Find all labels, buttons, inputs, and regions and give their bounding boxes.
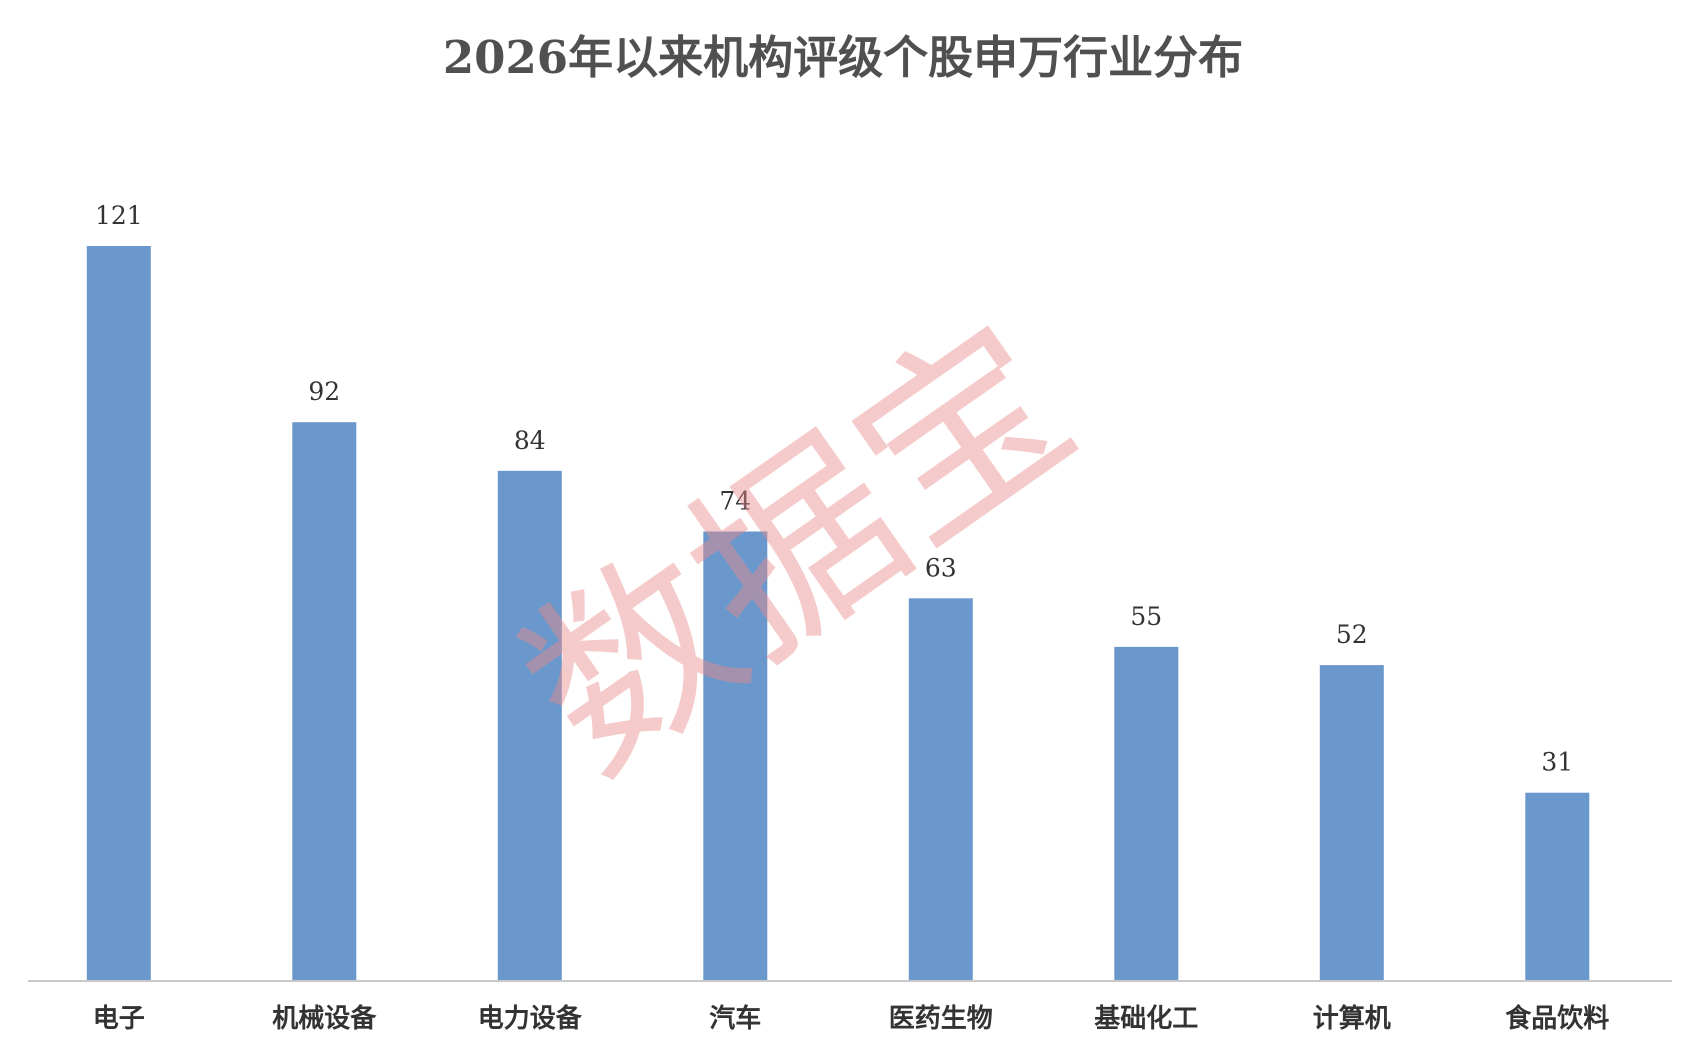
watermark: 数据宝 [486, 281, 1111, 816]
data-label-1: 121 [95, 201, 143, 230]
data-label-6: 55 [1130, 602, 1162, 631]
bars-layer [86, 246, 1590, 981]
bar-5 [908, 598, 973, 981]
data-label-8: 31 [1541, 748, 1573, 777]
category-label-7: 计算机 [1313, 1003, 1391, 1034]
bar-7 [1319, 665, 1384, 981]
category-label-4: 汽车 [709, 1003, 761, 1034]
bar-4 [703, 531, 768, 981]
chart-title: 2026年以来机构评级个股申万行业分布 [443, 31, 1243, 84]
category-label-2: 机械设备 [272, 1004, 377, 1034]
bar-2 [292, 422, 357, 981]
data-label-3: 84 [514, 426, 546, 455]
data-label-2: 92 [308, 377, 340, 406]
category-label-6: 基础化工 [1094, 1004, 1198, 1034]
data-label-7: 52 [1336, 620, 1368, 649]
category-label-1: 电子 [93, 1004, 145, 1034]
data-label-4: 74 [719, 487, 751, 516]
bar-3 [497, 470, 562, 981]
bar-6 [1114, 646, 1179, 981]
category-label-5: 医药生物 [889, 1004, 993, 1034]
category-label-8: 食品饮料 [1505, 1003, 1609, 1034]
bar-8 [1525, 792, 1590, 981]
category-label-3: 电力设备 [478, 1004, 583, 1034]
data-labels-layer: 121 92 84 74 63 55 52 31 [95, 201, 1573, 777]
category-labels-layer: 电子 机械设备 电力设备 汽车 医药生物 基础化工 计算机 食品饮料 [93, 1003, 1610, 1034]
data-label-5: 63 [925, 553, 957, 582]
bar-1 [86, 246, 151, 981]
